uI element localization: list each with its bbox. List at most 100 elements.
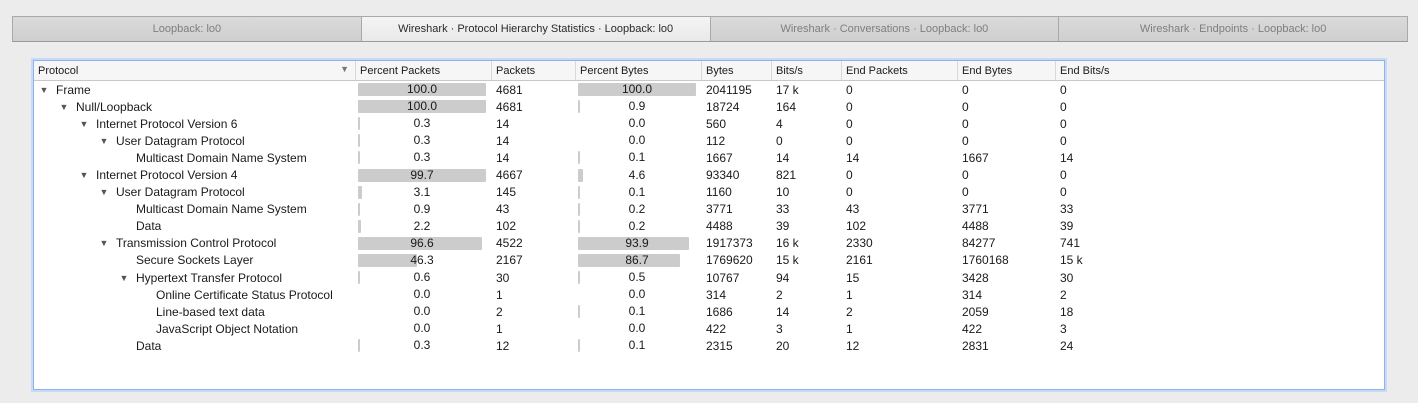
end-bits-per-second-cell: 2 — [1060, 287, 1067, 302]
end-bytes-cell: 1667 — [962, 150, 989, 165]
percent-packets-value: 0.3 — [413, 116, 431, 131]
percent-packets-value: 46.3 — [410, 252, 434, 267]
percent-packets: 0.3 — [356, 116, 492, 131]
packets-cell: 14 — [496, 116, 510, 131]
table-row[interactable]: Multicast Domain Name System 0.3 14 0.1 1667… — [34, 149, 1384, 166]
sort-descending-icon: ▼ — [340, 64, 349, 74]
table-row[interactable]: JavaScript Object Notation 0.0 1 0.0 422 3 1 42… — [34, 320, 1384, 337]
percent-packets-value: 3.1 — [413, 184, 431, 199]
table-row[interactable]: ▼ User Datagram Protocol 3.1 145 0.1 1160 10 0 0… — [34, 184, 1384, 201]
percent-packets-bar: 0.3 — [358, 116, 486, 131]
protocol-cell: ▼ Null/Loopback — [34, 100, 356, 114]
column-header-percent-bytes[interactable]: Percent Bytes — [576, 61, 702, 80]
percent-bytes-bar: 93.9 — [578, 236, 696, 251]
protocol-name: Null/Loopback — [76, 99, 153, 114]
column-header-percent-packets[interactable]: Percent Packets — [356, 61, 492, 80]
percent-packets: 0.3 — [356, 150, 492, 165]
triangle-down-icon[interactable]: ▼ — [59, 101, 69, 112]
table-row[interactable]: ▼ Hypertext Transfer Protocol 0.6 30 0.5 1076… — [34, 269, 1384, 286]
percent-bytes-bar: 100.0 — [578, 82, 696, 97]
percent-packets: 0.0 — [356, 321, 492, 336]
table-row[interactable]: ▼ Transmission Control Protocol 96.6 4522 93… — [34, 235, 1384, 252]
protocol-name: Multicast Domain Name System — [136, 150, 307, 165]
protocol-name: Internet Protocol Version 6 — [96, 116, 238, 131]
table-row[interactable]: ▼ Internet Protocol Version 6 0.3 14 0.0 560 4… — [34, 115, 1384, 132]
percent-bytes-bar: 0.0 — [578, 287, 696, 302]
table-row[interactable]: Data 2.2 102 0.2 4488 39 102 4488 39 — [34, 218, 1384, 235]
table-row[interactable]: Secure Sockets Layer 46.3 2167 86.7 1769620 1… — [34, 252, 1384, 269]
window-tab[interactable]: Wireshark · Conversations · Loopback: lo… — [710, 17, 1060, 41]
percent-bytes-value: 0.0 — [628, 116, 646, 131]
percent-packets-value: 0.3 — [413, 338, 431, 353]
triangle-down-icon[interactable]: ▼ — [79, 170, 89, 181]
percent-packets-value: 0.3 — [413, 133, 431, 148]
protocol-name: Data — [136, 219, 162, 234]
column-header-end-bytes[interactable]: End Bytes — [958, 61, 1056, 80]
end-bits-per-second-cell: 0 — [1060, 133, 1067, 148]
percent-bar-fill — [578, 271, 580, 285]
percent-bytes-bar: 0.9 — [578, 99, 696, 114]
packets-cell: 4681 — [496, 82, 523, 97]
protocol-cell: Multicast Domain Name System — [34, 202, 356, 216]
triangle-down-icon[interactable]: ▼ — [99, 187, 109, 198]
table-row[interactable]: Multicast Domain Name System 0.9 43 0.2 3771… — [34, 201, 1384, 218]
percent-bar-fill — [358, 117, 360, 131]
end-bits-per-second-cell: 14 — [1060, 150, 1074, 165]
triangle-down-icon[interactable]: ▼ — [99, 135, 109, 146]
table-row[interactable]: ▼ Frame 100.0 4681 100.0 2041195 17 k 0 0 0 — [34, 81, 1384, 98]
percent-bar-fill — [578, 83, 696, 97]
percent-packets: 3.1 — [356, 185, 492, 200]
protocol-name: Multicast Domain Name System — [136, 202, 307, 217]
window-tab[interactable]: Wireshark · Endpoints · Loopback: lo0 — [1059, 17, 1407, 41]
percent-packets-bar: 2.2 — [358, 219, 486, 234]
protocol-cell: ▼ User Datagram Protocol — [34, 134, 356, 148]
column-header-end-bits-per-second[interactable]: End Bits/s — [1060, 64, 1110, 77]
window-tab[interactable]: Loopback: lo0 — [13, 17, 362, 41]
packets-cell: 102 — [496, 219, 517, 234]
percent-packets-bar: 0.3 — [358, 133, 486, 148]
triangle-down-icon[interactable]: ▼ — [39, 84, 49, 95]
bits-per-second-cell: 821 — [776, 168, 797, 183]
percent-bytes: 0.1 — [576, 150, 702, 165]
percent-bar-fill — [578, 339, 580, 353]
triangle-down-icon[interactable]: ▼ — [119, 272, 129, 283]
packets-cell: 14 — [496, 133, 510, 148]
end-packets-cell: 2330 — [846, 236, 873, 251]
bytes-cell: 18724 — [706, 99, 740, 114]
column-header-end-packets[interactable]: End Packets — [842, 61, 958, 80]
end-packets-cell: 102 — [846, 219, 867, 234]
end-bits-per-second-cell: 15 k — [1060, 253, 1083, 268]
end-bits-per-second-cell: 3 — [1060, 321, 1067, 336]
table-row[interactable]: ▼ Internet Protocol Version 4 99.7 4667 4.6 9… — [34, 166, 1384, 183]
window-tab-bar: Loopback: lo0 Wireshark · Protocol Hierar… — [12, 16, 1408, 42]
percent-bytes-value: 0.0 — [628, 287, 646, 302]
table-row[interactable]: Online Certificate Status Protocol 0.0 1 0.… — [34, 286, 1384, 303]
percent-packets: 2.2 — [356, 219, 492, 234]
percent-bytes-value: 0.2 — [628, 218, 646, 233]
column-header: Protocol ▼ Percent Packets Packets Perce… — [34, 61, 1384, 81]
percent-packets: 100.0 — [356, 82, 492, 97]
percent-bytes-bar: 86.7 — [578, 253, 696, 268]
table-row[interactable]: ▼ User Datagram Protocol 0.3 14 0.0 112 0 0 0 0 — [34, 132, 1384, 149]
end-bits-per-second-cell: 0 — [1060, 168, 1067, 183]
table-row[interactable]: Data 0.3 12 0.1 2315 20 12 2831 24 — [34, 337, 1384, 354]
bits-per-second-cell: 10 — [776, 185, 790, 200]
protocol-cell: Data — [34, 339, 356, 353]
column-header-packets[interactable]: Packets — [492, 61, 576, 80]
table-row[interactable]: Line-based text data 0.0 2 0.1 1686 14 2 2059 18 — [34, 303, 1384, 320]
percent-packets-value: 0.3 — [413, 150, 431, 165]
table-row[interactable]: ▼ Null/Loopback 100.0 4681 0.9 18724 164 0 0 0 — [34, 98, 1384, 115]
percent-bar-fill — [578, 151, 580, 165]
end-packets-cell: 12 — [846, 338, 860, 353]
triangle-down-icon[interactable]: ▼ — [79, 118, 89, 129]
window-tab[interactable]: Wireshark · Protocol Hierarchy Statistic… — [361, 17, 711, 41]
bytes-cell: 112 — [706, 133, 726, 148]
end-bits-per-second-cell: 33 — [1060, 202, 1074, 217]
percent-packets-bar: 100.0 — [358, 82, 486, 97]
triangle-down-icon[interactable]: ▼ — [99, 238, 109, 249]
protocol-hierarchy-tree[interactable]: Protocol ▼ Percent Packets Packets Perce… — [33, 60, 1385, 390]
column-header-bytes[interactable]: Bytes — [702, 61, 772, 80]
percent-packets-value: 0.9 — [413, 201, 431, 216]
column-header-protocol[interactable]: Protocol ▼ — [34, 61, 356, 80]
column-header-bits-per-second[interactable]: Bits/s — [772, 61, 842, 80]
